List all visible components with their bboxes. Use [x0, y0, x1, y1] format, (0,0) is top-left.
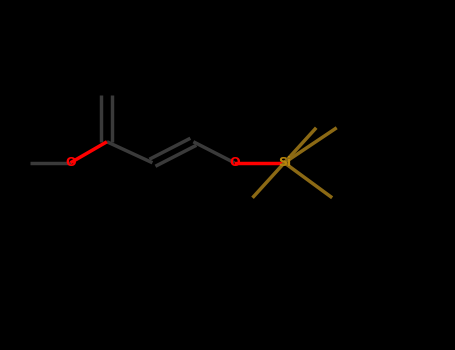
Text: O: O: [65, 156, 76, 169]
Text: O: O: [229, 156, 240, 169]
Text: Si: Si: [278, 156, 291, 169]
